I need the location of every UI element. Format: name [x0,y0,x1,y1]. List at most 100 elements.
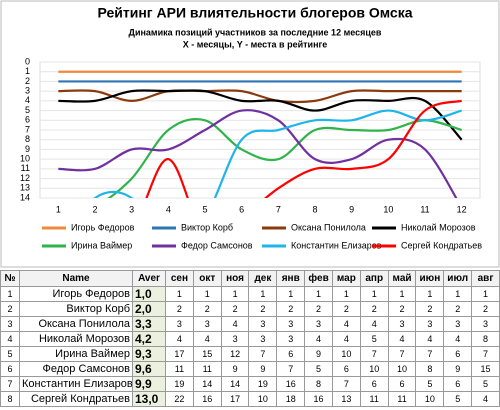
chart-subtitle: X - месяцы, Y - места в рейтинге [183,39,328,49]
x-tick-label: 7 [276,204,281,214]
month-cell: 6 [331,361,361,377]
month-cell: 8 [304,376,333,392]
x-tick-label: 4 [166,204,171,214]
month-cell: 5 [304,361,333,377]
legend-label: Сергей Кондратьев [401,240,482,250]
chart: Рейтинг АРИ влиятельности блогеров Омска… [0,0,500,268]
legend-label: Виктор Корб [181,222,233,232]
month-cell: 2 [331,301,361,317]
month-cell: 3 [220,331,250,347]
month-cell: 1 [471,286,500,302]
month-cell: 4 [331,331,361,347]
series-line [58,109,458,198]
month-cell: 5 [359,331,389,347]
month-cell: 1 [304,286,333,302]
name-cell: Оксана Понилола [19,316,133,332]
x-tick-label: 2 [92,204,97,214]
aver-cell: 9,3 [132,346,166,362]
month-cell: 2 [471,301,500,317]
header-cell: апр [359,270,389,287]
aver-cell: 9,6 [132,361,166,377]
month-cell: 2 [387,301,417,317]
month-cell: 1 [165,286,194,302]
month-cell: 2 [304,301,333,317]
month-cell: 9 [248,361,278,377]
table-row: 5 Ирина Ваймер 9,3 17 15 12 7 6 9 10 7 7 7 6 7 [0,346,500,362]
month-cell: 1 [331,286,361,302]
rating-table: № Name Aver сен окт ноя дек янв фев мар апр май июн и… [0,270,500,407]
month-cell: 18 [276,391,306,407]
month-cell: 4 [220,316,250,332]
y-tick-label: 6 [25,115,30,125]
month-cell: 11 [165,361,194,377]
row-number: 3 [0,316,20,332]
month-cell: 2 [165,301,194,317]
month-cell: 2 [359,301,389,317]
month-cell: 11 [192,361,222,377]
table-header: № Name Aver сен окт ноя дек янв фев мар апр май июн и… [0,270,500,287]
series-line [58,89,463,141]
month-cell: 4 [443,331,473,347]
legend-label: Игорь Федоров [71,222,135,232]
month-cell: 9 [304,346,333,362]
x-tick-label: 8 [312,204,317,214]
month-cell: 7 [248,346,278,362]
month-cell: 1 [220,286,250,302]
legend-label: Оксана Понилола [291,222,366,232]
month-cell: 2 [415,301,445,317]
table-row: 7 Константин Елизаров 9,9 19 14 14 19 16 8 7 6 6 5 6 5 [0,376,500,392]
month-cell: 6 [443,346,473,362]
month-cell: 2 [276,301,306,317]
month-cell: 1 [248,286,278,302]
series-line [107,117,462,198]
legend-label: Николай Морозов [401,222,476,232]
month-cell: 4 [331,316,361,332]
month-cell: 22 [165,391,194,407]
month-cell: 4 [165,331,194,347]
legend-label: Федор Самсонов [181,240,253,250]
month-cell: 2 [248,301,278,317]
row-number: 8 [0,391,20,407]
month-cell: 3 [276,331,306,347]
header-cell: фев [304,270,333,287]
y-tick-label: 9 [25,144,30,154]
month-cell: 3 [471,316,500,332]
legend-label: Ирина Ваймер [71,240,132,250]
row-number: 4 [0,331,20,347]
month-cell: 4 [387,331,417,347]
y-tick-label: 3 [25,86,30,96]
month-cell: 3 [276,316,306,332]
name-cell: Николай Морозов [19,331,133,347]
month-cell: 4 [359,316,389,332]
header-cell: № [0,270,20,287]
header-cell: Aver [132,270,166,287]
y-tick-label: 1 [25,66,30,76]
y-tick-label: 0 [25,56,30,66]
month-cell: 3 [248,316,278,332]
month-cell: 2 [220,301,250,317]
month-cell: 3 [415,316,445,332]
y-tick-label: 7 [25,124,30,134]
month-cell: 7 [331,376,361,392]
month-cell: 1 [387,286,417,302]
lines [58,70,463,198]
table-row: 6 Федор Самсонов 9,6 11 11 9 9 7 5 6 10 10 8 9 15 [0,361,500,377]
month-cell: 6 [359,376,389,392]
y-tick-label: 12 [20,173,30,183]
y-tick-label: 11 [21,163,30,173]
month-cell: 3 [248,331,278,347]
month-cell: 15 [471,361,500,377]
y-tick-label: 14 [20,192,30,202]
header-cell: авг [471,270,500,287]
month-cell: 8 [415,361,445,377]
aver-cell: 4,2 [132,331,166,347]
series-line [145,99,462,198]
name-cell: Сергей Кондратьев [19,391,133,407]
month-cell: 10 [331,346,361,362]
header-cell: Name [19,270,133,287]
month-cell: 14 [192,376,222,392]
table-row: 4 Николай Морозов 4,2 4 4 3 3 3 4 4 5 4 4 4 8 [0,331,500,347]
month-cell: 5 [471,376,500,392]
x-tick-label: 11 [420,204,429,214]
